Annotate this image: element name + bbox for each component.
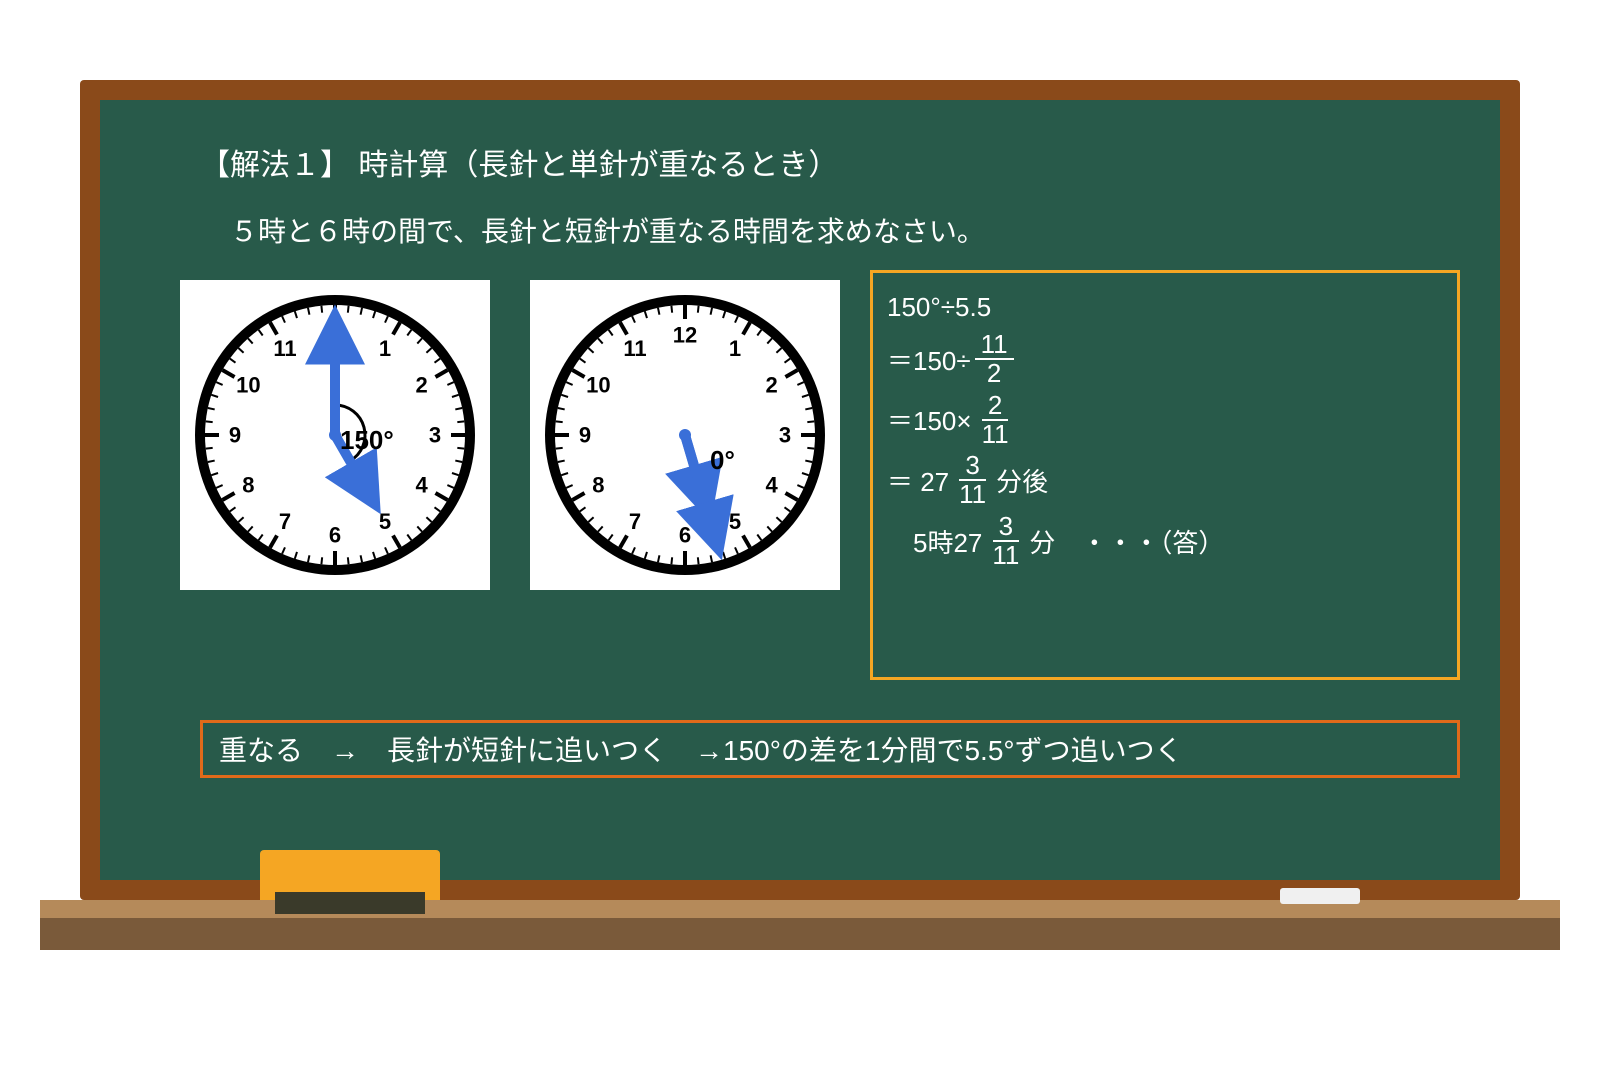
summary-text: 重なる → 長針が短針に追いつく →150°の差を1分間で5.5°ずつ追いつく: [219, 729, 1183, 769]
calc-l4-pre: ＝ 27: [887, 462, 949, 499]
calc-l2-pre: ＝150÷: [887, 341, 971, 378]
stage: 【解法１】 時計算（長針と単針が重なるとき） ５時と６時の間で、長針と短針が重な…: [0, 0, 1600, 1082]
clock-1-angle-label: 150°: [340, 425, 394, 456]
svg-text:7: 7: [629, 509, 641, 534]
calc-l4-den: 11: [953, 481, 992, 508]
svg-text:10: 10: [586, 373, 610, 398]
svg-text:1: 1: [729, 336, 741, 361]
svg-text:10: 10: [236, 373, 260, 398]
calc-l3-frac: 2 11: [976, 392, 1015, 449]
calc-l5-post: 分 ・・・（答）: [1029, 523, 1224, 560]
svg-text:7: 7: [279, 509, 291, 534]
svg-text:5: 5: [729, 509, 741, 534]
svg-text:6: 6: [329, 523, 341, 548]
calc-l2-den: 2: [981, 360, 1007, 387]
calc-l2-num: 11: [975, 331, 1014, 360]
summary-box: 重なる → 長針が短針に追いつく →150°の差を1分間で5.5°ずつ追いつく: [200, 720, 1460, 778]
calc-line-5: 5時27 3 11 分 ・・・（答）: [887, 513, 1443, 570]
calc-line-3: ＝150× 2 11: [887, 392, 1443, 449]
calc-l3-num: 2: [982, 392, 1008, 421]
svg-text:3: 3: [779, 423, 791, 448]
clock-2-angle-label: 0°: [710, 445, 735, 476]
clock-2: 123456789101112: [530, 280, 840, 590]
calc-l5-frac: 3 11: [986, 513, 1025, 570]
problem-statement: ５時と６時の間で、長針と短針が重なる時間を求めなさい。: [230, 210, 985, 250]
calc-line-2: ＝150÷ 11 2: [887, 331, 1443, 388]
calc-l4-frac: 3 11: [953, 452, 992, 509]
calc-l4-post: 分後: [996, 462, 1048, 499]
calc-l3-den: 11: [976, 421, 1015, 448]
calc-l2-frac: 11 2: [975, 331, 1014, 388]
svg-text:12: 12: [673, 323, 697, 348]
chalk-icon: [1280, 888, 1360, 904]
calc-l4-num: 3: [959, 452, 985, 481]
svg-text:9: 9: [229, 423, 241, 448]
svg-text:4: 4: [765, 473, 778, 498]
lesson-title: 【解法１】 時計算（長針と単針が重なるとき）: [200, 140, 838, 184]
svg-text:2: 2: [415, 373, 427, 398]
calc-l5-pre: 5時27: [887, 523, 982, 560]
svg-text:1: 1: [379, 336, 391, 361]
svg-text:11: 11: [273, 336, 296, 361]
svg-text:9: 9: [579, 423, 591, 448]
svg-text:2: 2: [765, 373, 777, 398]
svg-text:3: 3: [429, 423, 441, 448]
clock-1: 123456789101112: [180, 280, 490, 590]
svg-text:8: 8: [242, 473, 254, 498]
eraser-base: [275, 892, 425, 914]
svg-text:11: 11: [623, 336, 646, 361]
calc-line-1: 150°÷5.5: [887, 287, 1443, 327]
calc-l5-den: 11: [986, 542, 1025, 569]
calc-l3-pre: ＝150×: [887, 401, 972, 438]
svg-text:8: 8: [592, 473, 604, 498]
clock-panel-1: 123456789101112 150°: [180, 280, 490, 590]
svg-text:5: 5: [379, 509, 391, 534]
svg-text:6: 6: [679, 523, 691, 548]
svg-text:4: 4: [415, 473, 428, 498]
clock-panel-2: 123456789101112 0°: [530, 280, 840, 590]
calc-line-4: ＝ 27 3 11 分後: [887, 452, 1443, 509]
calc-l5-num: 3: [993, 513, 1019, 542]
calculation-box: 150°÷5.5 ＝150÷ 11 2 ＝150× 2 11 ＝ 27 3 11…: [870, 270, 1460, 680]
